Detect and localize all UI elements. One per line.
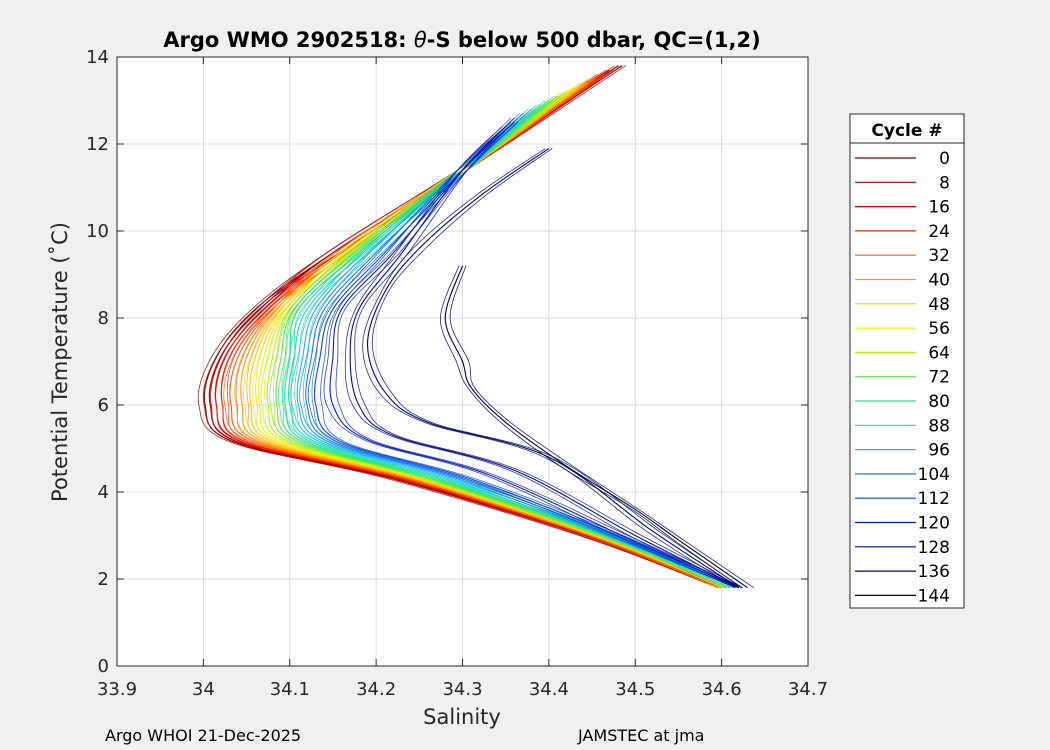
- legend-label: 96: [928, 441, 950, 461]
- x-axis-label: Salinity: [423, 705, 501, 729]
- series-line-cycle-56-neighbor: [251, 87, 723, 589]
- x-tick-label: 34.7: [788, 679, 828, 700]
- series-line-cycle-120: [329, 121, 740, 589]
- legend-label: 112: [918, 489, 950, 509]
- x-tick-label: 34.6: [702, 679, 742, 700]
- series-line-cycle-128-neighbor: [354, 126, 743, 589]
- y-tick-label: 4: [98, 482, 109, 503]
- x-tick-label: 34.5: [615, 679, 655, 700]
- legend-label: 88: [928, 416, 950, 436]
- y-tick-label: 8: [98, 308, 109, 329]
- legend-label: 24: [928, 222, 950, 242]
- legend-label: 120: [918, 514, 950, 534]
- legend-label: 32: [928, 246, 950, 266]
- series-line-cycle-80-neighbor: [278, 100, 727, 589]
- series-line-cycle-144: [444, 265, 748, 589]
- y-tick-label: 12: [86, 134, 109, 155]
- y-tick-label: 14: [86, 47, 109, 68]
- series-group: [197, 65, 755, 589]
- x-tick-label: 34.2: [356, 679, 396, 700]
- chart-title-theta: θ: [414, 28, 427, 52]
- series-line-cycle-112-neighbor: [320, 117, 743, 589]
- legend-label: 104: [918, 465, 950, 485]
- chart-title: Argo WMO 2902518: θ-S below 500 dbar, QC…: [163, 28, 760, 52]
- legend-label: 80: [928, 392, 950, 412]
- legend-label: 136: [918, 562, 950, 582]
- legend: Cycle # 0 8 16 24 32 40 48 56 64 72 80 88 96 104 112 12…: [849, 113, 965, 609]
- series-line-cycle-120-neighbor: [335, 122, 743, 589]
- legend-label: 128: [918, 538, 950, 558]
- series-line-cycle-144-neighbor: [449, 265, 755, 589]
- x-tick-label: 34.1: [270, 679, 310, 700]
- x-tick-label: 34.3: [442, 679, 482, 700]
- series-line-cycle-120-neighbor: [323, 122, 736, 589]
- series-line-cycle-96-neighbor: [290, 108, 736, 589]
- chart-title-suffix: -S below 500 dbar, QC=(1,2): [427, 28, 761, 52]
- legend-label: 48: [928, 295, 950, 315]
- y-tick-label: 10: [86, 221, 109, 242]
- legend-label: 16: [928, 198, 950, 218]
- series-line-cycle-136-neighbor: [371, 148, 743, 589]
- y-axis-label: Potential Temperature (˚C): [48, 222, 72, 502]
- series-line-cycle-40-neighbor: [234, 78, 719, 589]
- legend-label: 40: [928, 271, 950, 291]
- legend-label: 0: [939, 149, 950, 169]
- x-tick-label: 33.9: [97, 679, 137, 700]
- y-axis: 0 2 4 6 8 10 12 14: [86, 47, 808, 677]
- x-axis: 33.9 34 34.1 34.2 34.3 34.4 34.5 34.6 34.7: [97, 57, 828, 700]
- series-line-cycle-72-neighbor: [269, 95, 727, 589]
- series-line-cycle-144-neighbor: [439, 265, 742, 589]
- series-line-cycle-128-neighbor: [344, 126, 736, 589]
- y-tick-label: 0: [98, 656, 109, 677]
- x-tick-label: 34.4: [529, 679, 569, 700]
- legend-label: 8: [939, 173, 950, 193]
- series-line-cycle-136-neighbor: [362, 148, 736, 589]
- series-line-cycle-88-neighbor: [281, 104, 732, 589]
- y-tick-label: 6: [98, 395, 109, 416]
- x-tick-label: 34: [192, 679, 215, 700]
- legend-label: 144: [918, 586, 950, 606]
- footer-right: JAMSTEC at jma: [577, 726, 704, 745]
- series-line-cycle-104-neighbor: [299, 113, 736, 589]
- footer-left: Argo WHOI 21-Dec-2025: [105, 726, 301, 745]
- series-line-cycle-136: [366, 147, 740, 589]
- series-line-cycle-104: [305, 113, 740, 589]
- series-line-cycle-64-neighbor: [260, 91, 723, 589]
- legend-box: [849, 113, 965, 609]
- legend-label: 64: [928, 343, 950, 363]
- legend-label: 56: [928, 319, 950, 339]
- series-line-cycle-128: [349, 126, 740, 589]
- series-line-cycle-112-neighbor: [307, 117, 736, 589]
- series-line-cycle-112: [313, 117, 740, 589]
- legend-items: 0 8 16 24 32 40 48 56 64 72 80 88 96 104 112 120 128 136 1…: [855, 149, 950, 606]
- legend-label: 72: [928, 368, 950, 388]
- series-line-cycle-16-neighbor: [208, 69, 719, 589]
- chart-title-prefix: Argo WMO 2902518:: [163, 28, 414, 52]
- y-tick-label: 2: [98, 569, 109, 590]
- legend-title: Cycle #: [871, 121, 942, 141]
